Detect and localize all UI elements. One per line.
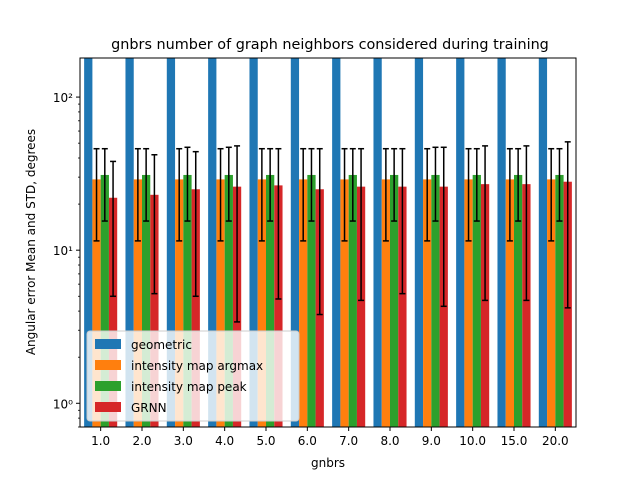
bar bbox=[208, 58, 217, 427]
bar bbox=[348, 174, 357, 427]
legend-box bbox=[86, 330, 300, 422]
legend: geometric intensity map argmax intensity m… bbox=[86, 330, 300, 422]
x-axis-label: gnbrs bbox=[311, 456, 345, 470]
bar bbox=[373, 58, 382, 427]
series-intensity-map-peak bbox=[100, 174, 564, 427]
bar bbox=[266, 174, 275, 427]
y-axis-label: Angular error Mean and STD, degrees bbox=[24, 129, 38, 355]
x-tick-label: 4.0 bbox=[215, 434, 234, 448]
legend-label: geometric bbox=[131, 338, 192, 352]
x-tick-label: 5.0 bbox=[256, 434, 275, 448]
plot-area: 1.0 2.0 3.0 4.0 5.0 6.0 7.0 8.0 9.0 10.0 15.0 20.0 1… bbox=[53, 57, 577, 448]
bar bbox=[431, 174, 440, 427]
bar bbox=[522, 184, 531, 427]
bar bbox=[356, 186, 366, 427]
bar bbox=[92, 179, 101, 427]
bar bbox=[505, 179, 514, 427]
bar bbox=[142, 174, 151, 427]
x-tick-label: 20.0 bbox=[542, 434, 569, 448]
bar bbox=[108, 197, 118, 427]
x-tick-label: 2.0 bbox=[132, 434, 151, 448]
bar bbox=[497, 58, 506, 427]
bar bbox=[125, 58, 134, 427]
chart-title: gnbrs number of graph neighbors consider… bbox=[111, 37, 549, 53]
bar bbox=[216, 179, 225, 427]
bar bbox=[299, 179, 308, 427]
x-tick-label: 15.0 bbox=[501, 434, 528, 448]
x-tick-label: 1.0 bbox=[91, 434, 110, 448]
bar bbox=[547, 179, 556, 427]
series-intensity-map-argmax bbox=[92, 179, 556, 427]
bar bbox=[332, 58, 341, 427]
bar bbox=[390, 174, 399, 427]
bar bbox=[100, 174, 109, 427]
bar bbox=[175, 179, 184, 427]
legend-swatch bbox=[95, 339, 121, 349]
bar bbox=[150, 194, 159, 427]
y-tick-label: 10¹ bbox=[53, 244, 73, 258]
x-tick-label: 3.0 bbox=[174, 434, 193, 448]
bar bbox=[191, 189, 200, 427]
axes-frame bbox=[79, 57, 577, 428]
legend-label: intensity map argmax bbox=[131, 359, 263, 373]
bar bbox=[414, 58, 424, 427]
bar bbox=[257, 179, 266, 427]
legend-swatch bbox=[95, 381, 121, 391]
x-tick-label: 8.0 bbox=[380, 434, 399, 448]
legend-label: GRNN bbox=[131, 401, 167, 415]
series-geometric bbox=[84, 58, 548, 427]
bar bbox=[472, 174, 481, 427]
bar bbox=[538, 58, 548, 427]
bar bbox=[183, 174, 192, 427]
bar bbox=[290, 58, 300, 427]
legend-swatch bbox=[95, 360, 121, 370]
y-tick-label: 10⁰ bbox=[53, 397, 73, 411]
bar bbox=[340, 179, 349, 427]
x-tick-label: 10.0 bbox=[459, 434, 486, 448]
x-tick-label: 7.0 bbox=[339, 434, 358, 448]
legend-swatch bbox=[95, 402, 121, 412]
bar bbox=[249, 58, 258, 427]
bar bbox=[398, 186, 407, 427]
bar bbox=[224, 174, 233, 427]
bar bbox=[274, 185, 283, 427]
y-tick-label: 10² bbox=[53, 91, 73, 105]
bar bbox=[307, 174, 316, 427]
bar bbox=[84, 58, 93, 427]
bar bbox=[464, 179, 473, 427]
bar bbox=[555, 174, 564, 427]
legend-label: intensity map peak bbox=[131, 380, 247, 394]
bar bbox=[133, 179, 142, 427]
x-tick-label: 6.0 bbox=[298, 434, 317, 448]
bar bbox=[166, 58, 176, 427]
x-tick-label: 9.0 bbox=[422, 434, 441, 448]
bar bbox=[480, 184, 490, 427]
bar bbox=[514, 174, 523, 427]
bar bbox=[381, 179, 390, 427]
bar bbox=[423, 179, 432, 427]
bar bbox=[456, 58, 465, 427]
